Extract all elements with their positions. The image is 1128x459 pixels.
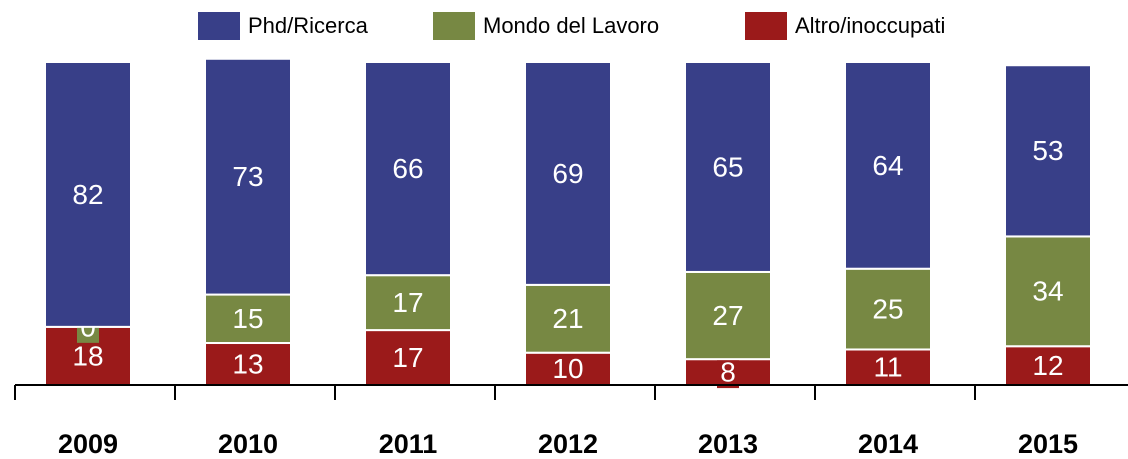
- legend-swatch: [198, 12, 240, 40]
- bar-segment: [44, 61, 132, 328]
- value-label: 8: [720, 356, 736, 387]
- bar-segment: [524, 283, 612, 354]
- bar-segment: [844, 267, 932, 351]
- value-label: 13: [232, 348, 263, 379]
- bar-segment: [524, 351, 612, 387]
- value-label: 18: [72, 340, 103, 371]
- x-tick-label: 2014: [858, 429, 918, 459]
- value-label: 73: [232, 161, 263, 192]
- value-label: 34: [1032, 276, 1063, 307]
- value-label: 66: [392, 153, 423, 184]
- value-label-bg: [717, 356, 739, 389]
- value-label: 53: [1032, 135, 1063, 166]
- x-tick-label: 2013: [698, 429, 758, 459]
- bar-segment: [364, 61, 452, 277]
- value-label: 10: [552, 353, 583, 384]
- bar-segment: [204, 342, 292, 387]
- x-tick-label: 2012: [538, 429, 598, 459]
- value-label: 12: [1032, 350, 1063, 381]
- bar-segment: [364, 274, 452, 332]
- bar-segment: [684, 270, 772, 361]
- bar-segment: [1004, 64, 1092, 238]
- value-label: 69: [552, 158, 583, 189]
- value-label: 11: [873, 352, 902, 383]
- value-label: 17: [392, 287, 423, 318]
- bar-segment: [204, 57, 292, 296]
- value-label: 17: [392, 342, 423, 373]
- bar-segment: [1004, 345, 1092, 386]
- value-label: 64: [872, 150, 903, 181]
- value-label: 82: [72, 179, 103, 210]
- legend-label: Mondo del Lavoro: [483, 13, 659, 38]
- value-label: 65: [712, 151, 743, 182]
- x-tick-label: 2009: [58, 429, 118, 459]
- legend-swatch: [745, 12, 787, 40]
- x-tick-label: 2010: [218, 429, 278, 459]
- bar-segment: [684, 61, 772, 273]
- value-label: 27: [712, 300, 743, 331]
- bar-segment: [844, 348, 932, 386]
- value-label: 25: [872, 293, 903, 324]
- value-label: 15: [232, 303, 263, 334]
- bar-segment: [844, 61, 932, 270]
- legend-swatch: [433, 12, 475, 40]
- bar-segment: [1004, 235, 1092, 348]
- legend-label: Altro/inoccupati: [795, 13, 945, 38]
- legend-label: Phd/Ricerca: [248, 13, 369, 38]
- value-label: 21: [552, 303, 583, 334]
- x-tick-label: 2015: [1018, 429, 1078, 459]
- bar-segment: [524, 61, 612, 286]
- x-tick-label: 2011: [379, 429, 438, 459]
